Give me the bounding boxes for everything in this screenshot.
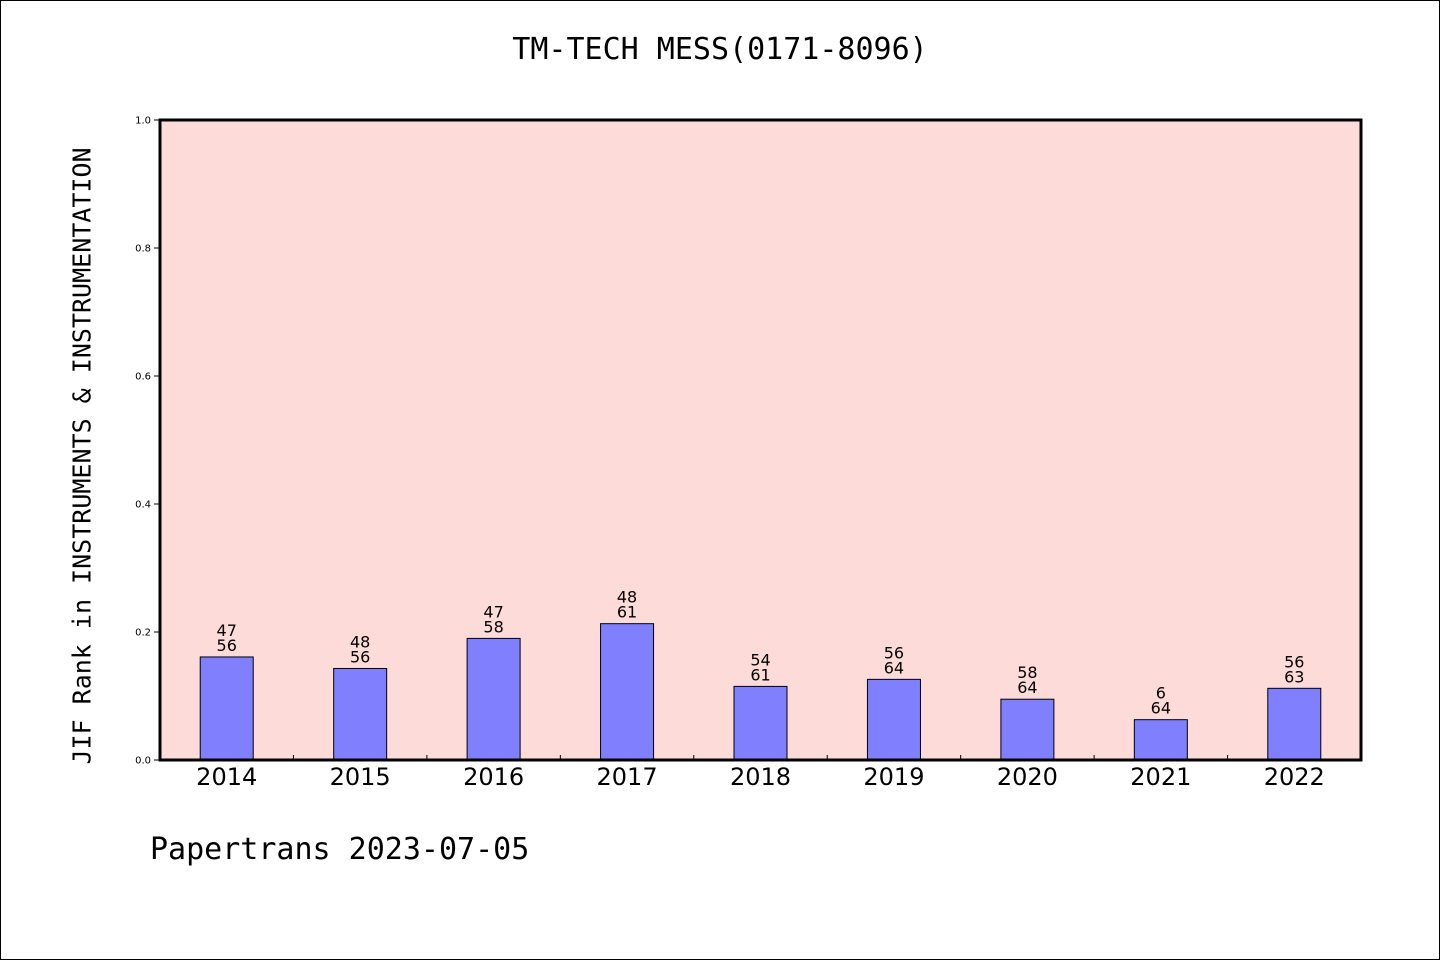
- y-tick-label: 0.0: [135, 756, 151, 767]
- y-tick-label: 0.6: [135, 372, 151, 383]
- x-category-label: 2016: [463, 763, 524, 791]
- bar-label-rank: 54: [750, 650, 770, 669]
- bar-label-total: 58: [483, 617, 503, 636]
- x-category-label: 2015: [330, 763, 391, 791]
- chart-title: TM-TECH MESS(0171-8096): [512, 32, 928, 67]
- x-category-label: 2014: [196, 763, 257, 791]
- bar-label-total: 64: [1017, 678, 1037, 697]
- bar-2017: [600, 623, 655, 761]
- footer-credit: Papertrans 2023-07-05: [150, 832, 530, 867]
- bar-label-total: 56: [217, 636, 237, 655]
- x-category-label: 2020: [997, 763, 1058, 791]
- bar-label-total: 64: [884, 658, 904, 677]
- bar-2022: [1267, 687, 1322, 761]
- bar-label-total: 61: [617, 603, 637, 622]
- x-category-label: 2019: [863, 763, 924, 791]
- bar-label-rank: 48: [350, 632, 370, 651]
- bar-label-rank: 6: [1156, 684, 1166, 703]
- plot-border: [158, 118, 1363, 762]
- plot-area: [160, 120, 1361, 760]
- bar-2019: [866, 678, 921, 761]
- x-category-label: 2017: [597, 763, 658, 791]
- bar-label-rank: 56: [884, 643, 904, 662]
- bar-label-total: 64: [1151, 699, 1171, 718]
- bar-label-rank: 58: [1017, 663, 1037, 682]
- bar-2014: [199, 656, 254, 761]
- y-tick-label: 1.0: [135, 116, 151, 127]
- y-tick-label: 0.4: [135, 500, 151, 511]
- bar-label-total: 61: [750, 665, 770, 684]
- bar-2021: [1133, 719, 1188, 761]
- x-category-label: 2021: [1130, 763, 1191, 791]
- bar-label-rank: 47: [217, 621, 237, 640]
- bar-label-rank: 48: [617, 588, 637, 607]
- bar-label-total: 56: [350, 647, 370, 666]
- bar-2015: [333, 667, 388, 761]
- y-tick-label: 0.2: [135, 628, 151, 639]
- bar-label-rank: 56: [1284, 652, 1304, 671]
- bar-2016: [466, 637, 521, 761]
- y-tick-label: 0.8: [135, 244, 151, 255]
- bar-label-rank: 47: [483, 602, 503, 621]
- x-category-label: 2018: [730, 763, 791, 791]
- x-category-label: 2022: [1264, 763, 1325, 791]
- bar-label-total: 63: [1284, 667, 1304, 686]
- bar-2018: [733, 685, 788, 761]
- bar-2020: [1000, 698, 1055, 761]
